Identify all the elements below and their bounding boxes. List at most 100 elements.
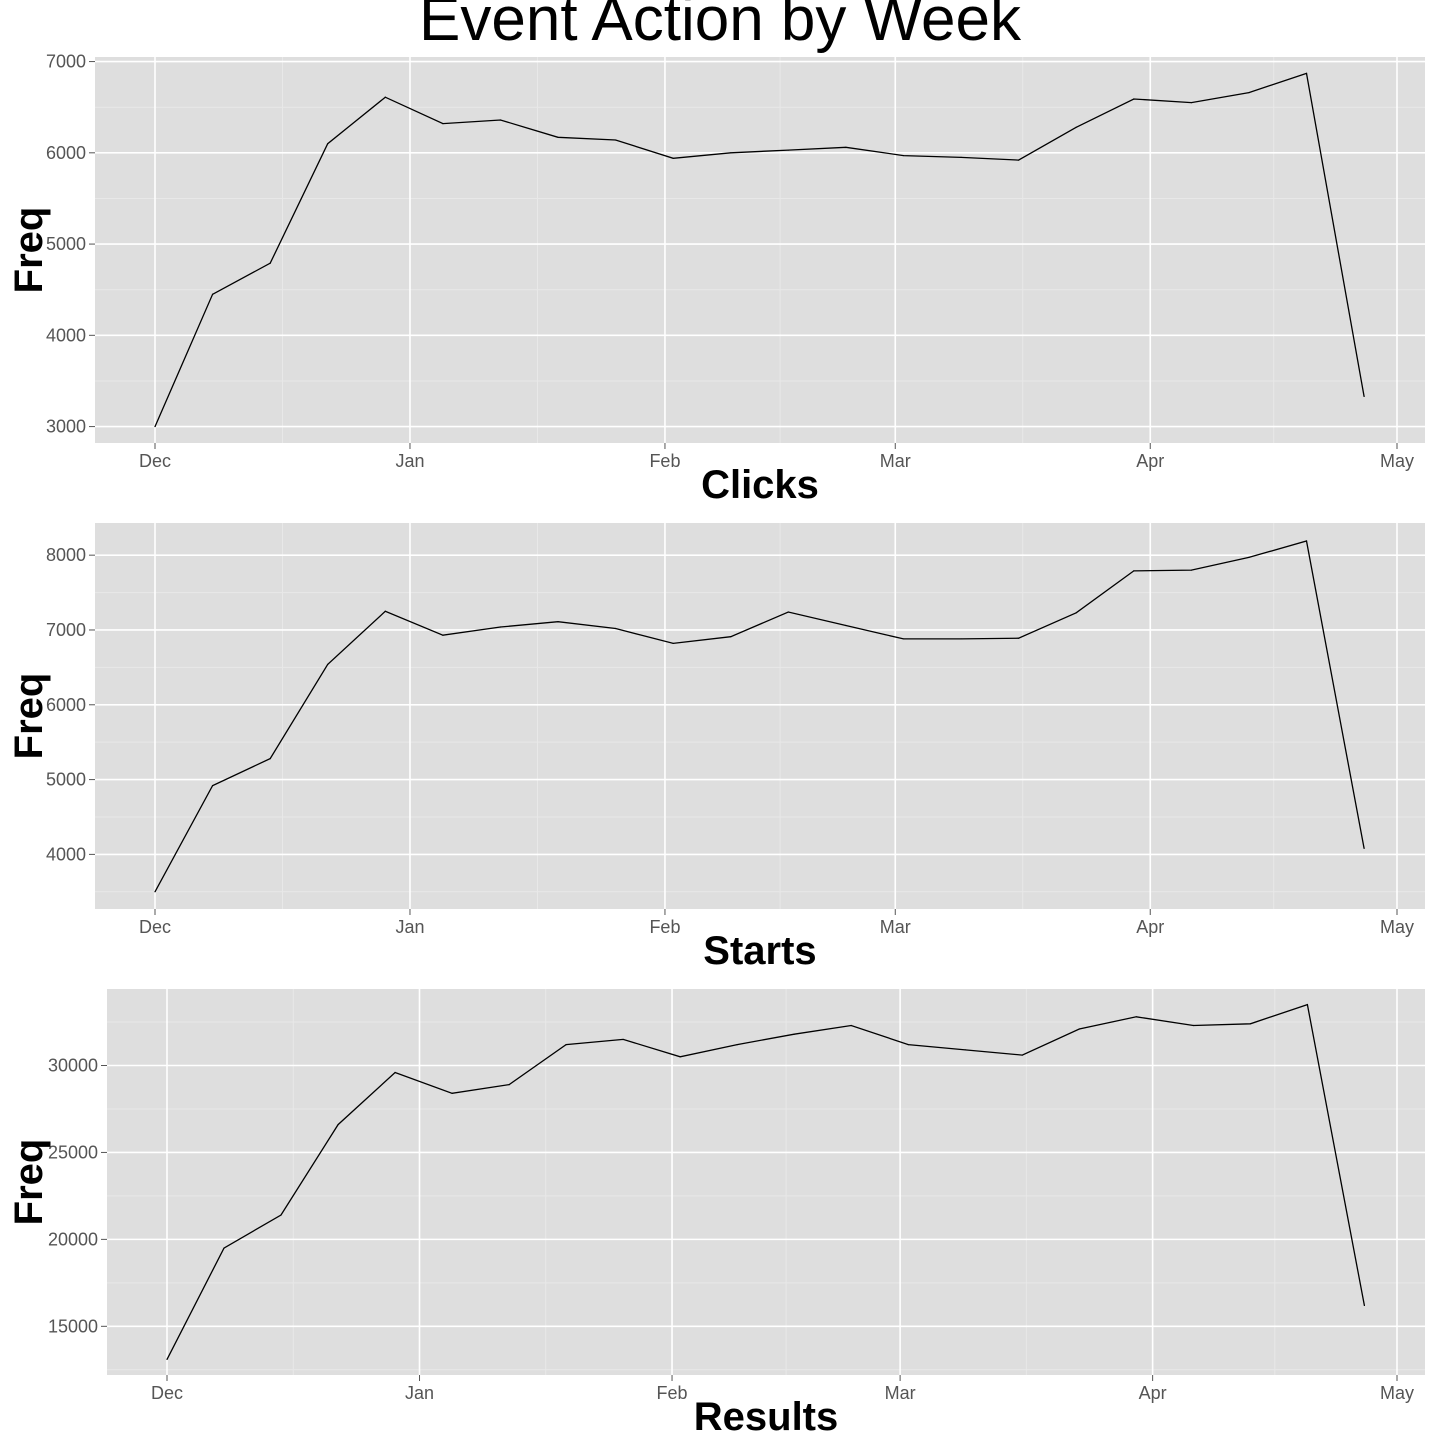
data-point xyxy=(960,638,962,640)
data-point xyxy=(280,1214,282,1216)
y-tick-label: 3000 xyxy=(46,417,86,437)
panel-background xyxy=(107,989,1425,1375)
data-point xyxy=(451,1092,453,1094)
data-point xyxy=(679,1056,681,1058)
data-point xyxy=(211,784,214,787)
data-point xyxy=(960,156,962,158)
data-point xyxy=(442,123,444,125)
data-point xyxy=(1133,98,1135,100)
y-tick-label: 15000 xyxy=(48,1316,98,1336)
data-point xyxy=(730,152,732,154)
data-point xyxy=(1305,540,1308,542)
data-point xyxy=(1363,1304,1366,1307)
data-point xyxy=(1075,126,1077,128)
x-tick-label: Dec xyxy=(139,451,171,471)
data-point xyxy=(907,1044,909,1046)
series-line xyxy=(154,72,1365,427)
data-point xyxy=(508,1084,510,1086)
x-tick-label: Apr xyxy=(1136,451,1164,471)
data-point xyxy=(499,119,502,121)
y-tick-label: 20000 xyxy=(48,1229,98,1249)
data-point xyxy=(845,624,847,627)
x-tick-label: Mar xyxy=(880,451,911,471)
y-tick-label: 25000 xyxy=(48,1142,98,1162)
y-tick-label: 6000 xyxy=(46,143,86,163)
data-point xyxy=(1078,1028,1080,1030)
panel-background xyxy=(95,523,1425,909)
data-point xyxy=(1075,612,1077,614)
data-point xyxy=(787,149,789,151)
data-point xyxy=(499,626,502,628)
y-tick-label: 7000 xyxy=(46,620,86,640)
data-point xyxy=(1018,637,1020,639)
data-point xyxy=(1306,1004,1308,1006)
data-point xyxy=(394,1071,396,1074)
y-tick-label: 30000 xyxy=(48,1056,98,1076)
data-point xyxy=(557,621,559,623)
x-tick-label: Dec xyxy=(151,1383,183,1403)
y-tick-label: 8000 xyxy=(46,545,86,565)
data-point xyxy=(1133,570,1135,572)
series-line xyxy=(154,540,1365,893)
x-tick-label: Jan xyxy=(405,1383,434,1403)
x-tick-label: May xyxy=(1380,451,1414,471)
data-point xyxy=(845,146,847,148)
data-point xyxy=(269,758,271,760)
y-axis-title: Freq xyxy=(7,207,51,294)
data-point xyxy=(384,610,386,612)
y-tick-label: 4000 xyxy=(46,844,86,864)
data-point xyxy=(736,1044,738,1046)
data-point xyxy=(327,663,329,665)
panel-background xyxy=(95,57,1425,443)
data-point xyxy=(902,638,905,640)
data-point xyxy=(1363,395,1365,398)
data-point xyxy=(1249,1023,1251,1025)
data-point xyxy=(442,634,444,636)
data-point xyxy=(730,636,732,638)
x-tick-label: Apr xyxy=(1136,917,1164,937)
data-point xyxy=(154,425,156,428)
data-point xyxy=(211,293,214,295)
y-axis-title: Freq xyxy=(7,1139,51,1226)
data-point xyxy=(154,891,156,893)
data-point xyxy=(384,96,386,98)
data-point xyxy=(557,136,559,138)
x-tick-label: Feb xyxy=(657,1383,688,1403)
x-tick-label: Mar xyxy=(880,917,911,937)
series-line xyxy=(166,1003,1366,1360)
x-tick-label: Apr xyxy=(1139,1383,1167,1403)
x-tick-label: Feb xyxy=(649,917,680,937)
x-tick-label: Dec xyxy=(139,917,171,937)
y-tick-label: 5000 xyxy=(46,770,86,790)
data-point xyxy=(1018,159,1020,161)
data-point xyxy=(1021,1054,1023,1056)
data-point xyxy=(787,611,789,613)
data-point xyxy=(615,139,617,141)
chart-title: Event Action by Week xyxy=(419,0,1021,54)
data-point xyxy=(166,1358,168,1360)
x-tick-label: Mar xyxy=(885,1383,916,1403)
data-point xyxy=(1135,1016,1137,1018)
data-point xyxy=(672,157,674,159)
x-axis-title: Results xyxy=(694,1395,839,1439)
data-point xyxy=(1248,556,1250,559)
data-point xyxy=(565,1044,567,1046)
data-point xyxy=(1305,72,1308,75)
data-point xyxy=(964,1049,966,1051)
x-axis-title: Starts xyxy=(703,929,816,973)
y-axis-title: Freq xyxy=(7,673,51,760)
data-point xyxy=(672,642,674,645)
x-axis-title: Clicks xyxy=(701,463,819,507)
y-tick-label: 4000 xyxy=(46,325,86,345)
y-tick-label: 5000 xyxy=(46,234,86,254)
data-point xyxy=(1190,569,1192,571)
x-tick-label: Jan xyxy=(395,451,424,471)
data-point xyxy=(337,1124,339,1126)
data-point xyxy=(223,1247,225,1249)
data-point xyxy=(1363,847,1365,850)
data-point xyxy=(622,1038,624,1041)
x-tick-label: Jan xyxy=(395,917,424,937)
data-point xyxy=(850,1024,852,1027)
data-point xyxy=(902,154,905,157)
data-point xyxy=(1190,102,1192,104)
